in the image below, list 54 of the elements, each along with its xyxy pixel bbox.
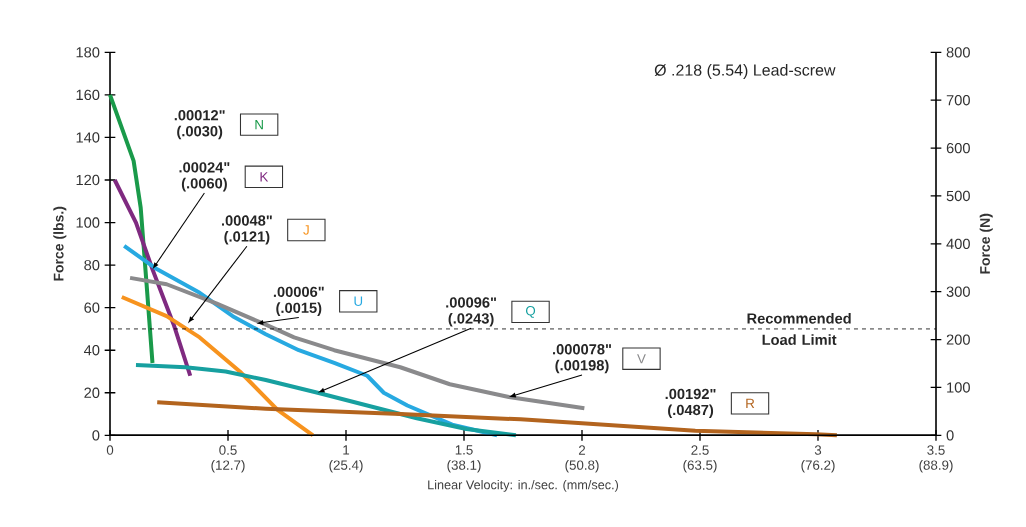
x2-tick-label: (76.2) [801,460,835,473]
x-tick-label: 3.5 [927,445,945,455]
y2-tick-label: 400 [946,238,970,250]
annotation: .000078" (.00198) [553,344,611,374]
x-tick-label: 0 [106,445,114,455]
ref-line-label: Recommended Load Limit [747,312,851,345]
text: U [354,296,363,306]
y2-tick-label: 600 [946,142,970,154]
text: Ø .218 (5.54) Lead-screw [654,64,836,79]
text: V [637,354,646,364]
text: Q [525,306,536,318]
x2-tick-label: (12.7) [211,460,245,473]
y-tick-label: 40 [83,345,100,356]
y-tick-label: 180 [76,47,100,58]
y2-tick-label: 0 [946,430,954,441]
x2-tick-label: (88.9) [919,460,953,473]
y-tick-label: 120 [76,174,100,186]
y-tick-label: 80 [84,259,100,271]
y-tick-label: 0 [92,430,100,441]
y2-axis-title: Force (N) [979,213,993,274]
y2-tick-label: 200 [946,334,970,345]
annotation: .00012" (.0030) [174,110,225,140]
y-tick-label: 140 [76,132,100,143]
y-tick-label: 60 [84,302,100,313]
x-axis-title: Linear Velocity: in./sec. (mm/sec.) [428,479,619,492]
annotation: .00192" (.0487) [665,388,716,419]
text: K [260,172,269,182]
text: N [255,120,263,130]
y2-tick-label: 800 [946,47,970,58]
series-label: R [746,398,755,408]
x-tick-label: 2 [578,445,586,455]
y-tick-label: 20 [84,387,100,398]
x2-tick-label: (50.8) [565,460,599,473]
annotation: .00096" (.0243) [446,297,496,327]
annotation: .00048" (.0121) [221,215,272,245]
annotation: .00024" (.0060) [179,162,230,192]
x-tick-label: 1.5 [455,445,473,455]
y2-tick-label: 500 [946,190,970,202]
x-tick-label: 2.5 [691,445,709,455]
x-tick-label: 0.5 [219,445,237,455]
y2-tick-label: 300 [946,286,970,297]
x2-tick-label: (63.5) [683,460,717,473]
y-tick-label: 100 [76,217,100,228]
annotation: .00006" (.0015) [273,286,324,316]
text: J [303,225,309,235]
x2-tick-label: (25.4) [329,460,363,473]
x-tick-label: 3 [814,445,822,455]
y2-tick-label: 700 [946,95,970,106]
x2-tick-label: (38.1) [447,460,481,473]
line-series [155,400,839,438]
y2-tick-label: 100 [947,382,970,393]
y-tick-label: 160 [76,89,100,101]
x-tick-label: 1 [343,445,350,455]
y-axis-title: Force (lbs.) [53,206,67,281]
